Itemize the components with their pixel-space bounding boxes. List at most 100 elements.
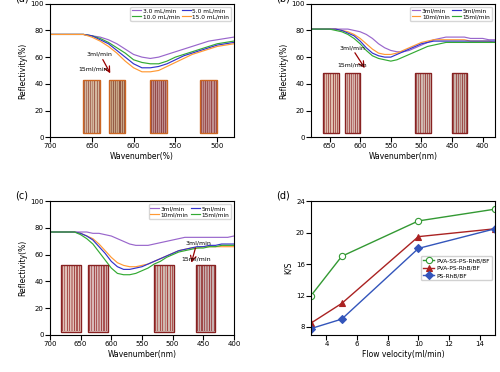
10.0 mL/min (198, 47, 203, 51)
FancyBboxPatch shape (159, 80, 160, 132)
3ml/min (225, 235, 231, 240)
3.0 mL/min (47, 32, 53, 37)
15.0 mL/min (106, 44, 112, 49)
FancyBboxPatch shape (108, 80, 125, 133)
10ml/min (151, 259, 157, 264)
15ml/min (176, 250, 182, 254)
FancyBboxPatch shape (196, 265, 216, 332)
FancyBboxPatch shape (429, 74, 430, 132)
10.0 mL/min (80, 32, 86, 37)
10ml/min (200, 244, 206, 249)
5ml/min (96, 244, 102, 249)
10ml/min (370, 47, 376, 51)
3ml/min (133, 243, 139, 248)
3.0 mL/min (180, 47, 186, 51)
15.0 mL/min (214, 44, 220, 49)
5ml/min (486, 39, 492, 43)
15ml/min (351, 36, 357, 41)
15ml/min (78, 232, 84, 237)
3ml/min (351, 28, 357, 33)
FancyBboxPatch shape (200, 80, 217, 133)
5.0 mL/min (64, 32, 70, 37)
15ml/min (47, 230, 53, 234)
5ml/min (455, 39, 461, 43)
3.0 mL/min (106, 38, 112, 42)
3ml/min (164, 239, 170, 244)
3ml/min (60, 230, 66, 234)
15ml/min (151, 262, 157, 266)
3ml/min (345, 27, 351, 31)
5.0 mL/min (47, 32, 53, 37)
5ml/min (84, 234, 90, 238)
FancyBboxPatch shape (199, 266, 200, 331)
FancyBboxPatch shape (160, 266, 161, 331)
Line: 15.0 mL/min: 15.0 mL/min (50, 35, 234, 72)
15ml/min (486, 40, 492, 45)
10ml/min (206, 244, 212, 249)
5ml/min (480, 39, 486, 43)
3ml/min (462, 35, 468, 39)
5ml/min (308, 27, 314, 31)
10ml/min (188, 246, 194, 250)
15ml/min (108, 266, 114, 270)
FancyBboxPatch shape (79, 266, 80, 331)
5ml/min (158, 256, 164, 261)
10ml/min (406, 45, 412, 50)
10ml/min (72, 230, 78, 234)
5ml/min (176, 248, 182, 253)
Line: 10ml/min: 10ml/min (50, 232, 234, 267)
15.0 mL/min (47, 32, 53, 37)
Line: 3.0 mL/min: 3.0 mL/min (50, 35, 234, 58)
15ml/min (188, 247, 194, 251)
5ml/min (182, 247, 188, 251)
15ml/min (388, 59, 394, 63)
Line: 15ml/min: 15ml/min (50, 232, 234, 275)
FancyBboxPatch shape (151, 80, 152, 132)
15.0 mL/min (189, 52, 195, 57)
5ml/min (47, 230, 53, 234)
3ml/min (326, 27, 332, 31)
FancyBboxPatch shape (416, 73, 430, 133)
15ml/min (492, 40, 498, 45)
FancyBboxPatch shape (91, 266, 92, 331)
3ml/min (486, 38, 492, 42)
15ml/min (126, 273, 132, 277)
15ml/min (449, 40, 455, 45)
3ml/min (47, 230, 53, 234)
PVA-PS-RhB/BF (492, 227, 498, 231)
10ml/min (326, 27, 332, 31)
3ml/min (72, 230, 78, 234)
15ml/min (345, 32, 351, 37)
15ml/min (225, 243, 231, 248)
15ml/min (394, 58, 400, 62)
10.0 mL/min (97, 36, 103, 41)
15.0 mL/min (231, 42, 237, 46)
FancyBboxPatch shape (355, 74, 356, 132)
15.0 mL/min (139, 70, 145, 74)
10ml/min (382, 52, 388, 57)
15.0 mL/min (172, 60, 178, 65)
FancyBboxPatch shape (324, 74, 325, 132)
5.0 mL/min (156, 64, 162, 69)
15ml/min (406, 52, 412, 57)
5.0 mL/min (164, 61, 170, 66)
FancyBboxPatch shape (345, 73, 360, 133)
15ml/min (424, 44, 430, 49)
FancyBboxPatch shape (101, 266, 102, 331)
5.0 mL/min (206, 45, 212, 50)
3ml/min (443, 35, 449, 39)
3ml/min (412, 45, 418, 50)
5ml/min (114, 264, 120, 269)
10ml/min (102, 248, 108, 253)
5ml/min (418, 42, 424, 46)
FancyBboxPatch shape (74, 266, 75, 331)
Legend: 3ml/min, 10ml/min, 5ml/min, 15ml/min: 3ml/min, 10ml/min, 5ml/min, 15ml/min (410, 7, 492, 21)
15ml/min (443, 40, 449, 45)
X-axis label: Wavenumber(nm): Wavenumber(nm) (368, 152, 438, 161)
5ml/min (53, 230, 59, 234)
5ml/min (424, 40, 430, 45)
Legend: 3.0 mL/min, 10.0 mL/min, 5.0 mL/min, 15.0 mL/min: 3.0 mL/min, 10.0 mL/min, 5.0 mL/min, 15.… (130, 7, 231, 21)
10ml/min (455, 38, 461, 42)
15ml/min (133, 271, 139, 276)
10ml/min (108, 255, 114, 260)
